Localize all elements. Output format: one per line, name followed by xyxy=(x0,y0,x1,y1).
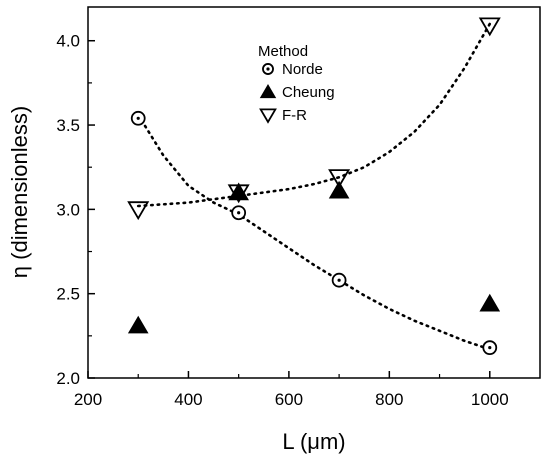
f-r-point xyxy=(478,17,501,37)
f-r-legend-marker xyxy=(259,108,277,124)
cheung-point xyxy=(228,182,249,201)
x-tick-label: 1000 xyxy=(471,390,509,409)
norde-point xyxy=(331,272,347,288)
axes: 200 400 600 800 1000 2.0 2.5 3.0 3.5 4.0 xyxy=(56,32,508,409)
data-markers xyxy=(127,17,501,356)
fit-curves xyxy=(136,22,492,351)
f-r-fit-curve xyxy=(136,22,492,208)
cheung-point xyxy=(479,293,501,312)
norde-fit-curve xyxy=(136,113,492,351)
f-r-point xyxy=(328,169,351,189)
y-axis-title: η (dimensionless) xyxy=(7,106,32,278)
norde-point xyxy=(130,110,146,126)
norde-legend-marker xyxy=(262,63,274,75)
legend: Method Norde Cheung F-R xyxy=(258,43,335,124)
legend-label: Norde xyxy=(282,61,323,78)
x-tick-label: 400 xyxy=(174,390,202,409)
circle-dot xyxy=(337,278,341,282)
circle-dot xyxy=(266,67,270,71)
legend-items: Norde Cheung F-R xyxy=(259,61,335,124)
circle-dot xyxy=(488,346,492,350)
cheung-point xyxy=(127,315,149,334)
norde-point xyxy=(482,340,498,356)
y-tick-label: 3.0 xyxy=(56,200,80,219)
legend-label: Cheung xyxy=(282,84,335,101)
x-tick-label: 800 xyxy=(375,390,403,409)
legend-label: F-R xyxy=(282,107,307,124)
y-tick-label: 3.5 xyxy=(56,116,80,135)
cheung-point xyxy=(328,180,350,199)
plot-area xyxy=(87,6,541,379)
x-tick-label: 200 xyxy=(74,390,102,409)
x-axis-title: L (μm) xyxy=(282,429,345,454)
norde-point xyxy=(231,205,247,221)
y-tick-label: 2.0 xyxy=(56,369,80,388)
circle-dot xyxy=(136,116,140,120)
f-r-point xyxy=(127,201,150,221)
y-tick-label: 2.5 xyxy=(56,285,80,304)
legend-title: Method xyxy=(258,43,308,60)
y-tick-label: 4.0 xyxy=(56,32,80,51)
circle-dot xyxy=(237,211,241,215)
cheung-legend-marker xyxy=(259,84,277,99)
x-tick-label: 600 xyxy=(275,390,303,409)
